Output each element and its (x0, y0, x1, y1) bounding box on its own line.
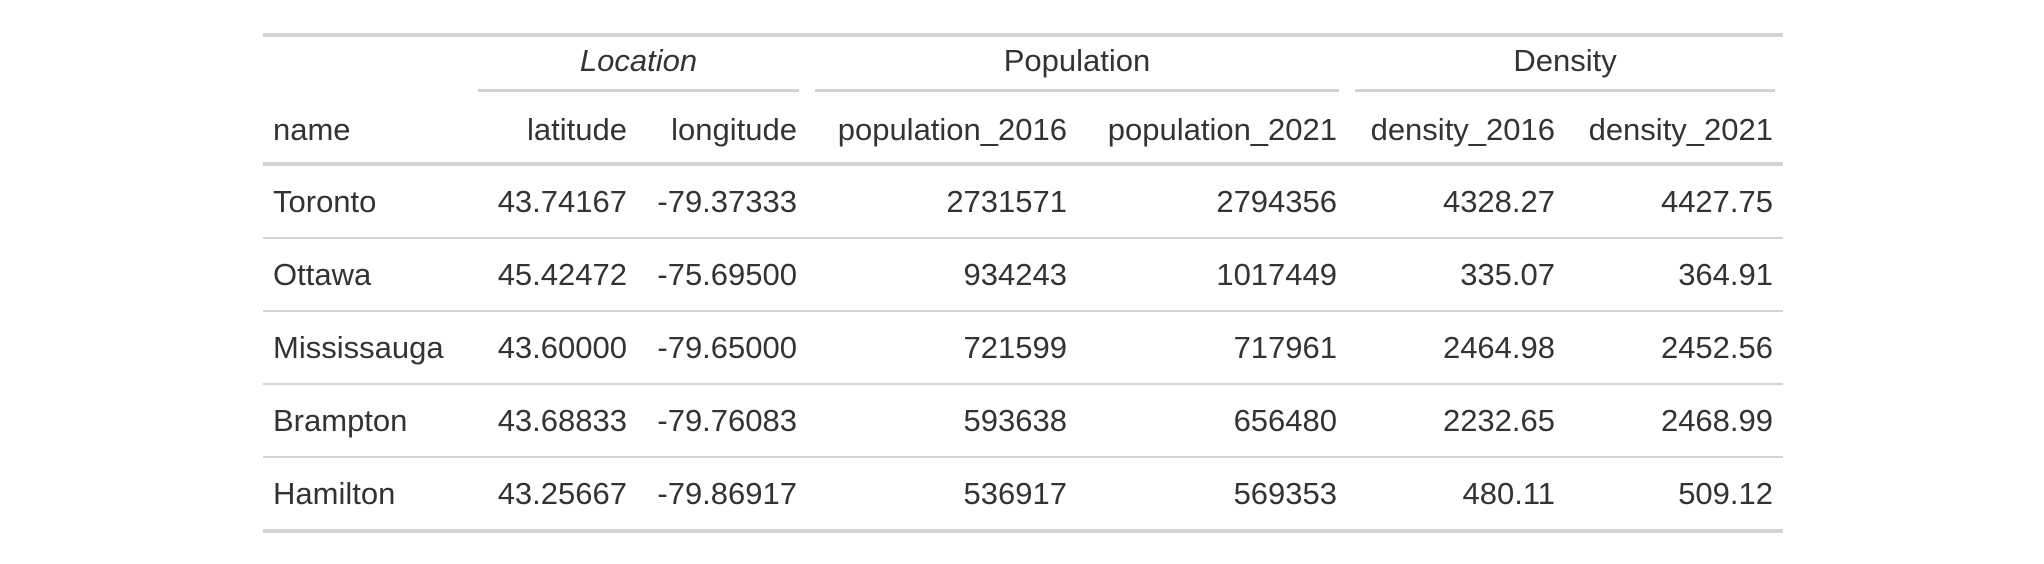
cell-name: Mississauga (263, 311, 470, 385)
table-header: Location Population Density name latitud… (263, 33, 1784, 166)
col-header-population-2016: population_2016 (807, 98, 1077, 166)
cell-latitude: 43.25667 (470, 457, 637, 533)
cell-density-2021: 4427.75 (1565, 164, 1784, 239)
cell-density-2021: 364.91 (1565, 238, 1784, 312)
cell-density-2016: 2464.98 (1347, 311, 1566, 385)
cell-name: Brampton (263, 384, 470, 458)
cell-population-2016: 721599 (807, 311, 1077, 385)
cell-density-2016: 480.11 (1347, 457, 1566, 533)
spanner-empty (263, 33, 470, 98)
col-header-population-2021: population_2021 (1077, 98, 1348, 166)
cell-population-2016: 593638 (807, 384, 1077, 458)
table-row: Mississauga 43.60000 -79.65000 721599 71… (263, 311, 1784, 385)
cell-longitude: -79.65000 (637, 311, 807, 385)
cell-population-2021: 656480 (1077, 384, 1348, 458)
col-header-density-2016: density_2016 (1347, 98, 1566, 166)
cell-density-2021: 509.12 (1565, 457, 1784, 533)
spanner-location-label: Location (478, 43, 799, 92)
cell-density-2016: 4328.27 (1347, 164, 1566, 239)
cell-name: Ottawa (263, 238, 470, 312)
cell-name: Hamilton (263, 457, 470, 533)
cell-latitude: 45.42472 (470, 238, 637, 312)
data-table: Location Population Density name latitud… (263, 33, 1784, 533)
spanner-population-label: Population (815, 43, 1340, 92)
table-row: Ottawa 45.42472 -75.69500 934243 1017449… (263, 238, 1784, 312)
spanner-row: Location Population Density (263, 33, 1784, 98)
spanner-density-label: Density (1355, 43, 1776, 92)
col-header-latitude: latitude (470, 98, 637, 166)
cell-population-2016: 536917 (807, 457, 1077, 533)
col-header-name: name (263, 98, 470, 166)
table-row: Hamilton 43.25667 -79.86917 536917 56935… (263, 457, 1784, 533)
cell-population-2016: 934243 (807, 238, 1077, 312)
spanner-population: Population (807, 33, 1348, 98)
spanner-density: Density (1347, 33, 1784, 98)
cell-population-2021: 717961 (1077, 311, 1348, 385)
cell-longitude: -79.37333 (637, 164, 807, 239)
cell-longitude: -75.69500 (637, 238, 807, 312)
table-row: Brampton 43.68833 -79.76083 593638 65648… (263, 384, 1784, 458)
cell-population-2021: 569353 (1077, 457, 1348, 533)
cell-density-2016: 2232.65 (1347, 384, 1566, 458)
cell-population-2021: 1017449 (1077, 238, 1348, 312)
data-table-container: Location Population Density name latitud… (263, 33, 1784, 533)
cell-population-2016: 2731571 (807, 164, 1077, 239)
cell-latitude: 43.68833 (470, 384, 637, 458)
cell-longitude: -79.86917 (637, 457, 807, 533)
column-header-row: name latitude longitude population_2016 … (263, 98, 1784, 166)
table-row: Toronto 43.74167 -79.37333 2731571 27943… (263, 164, 1784, 239)
cell-density-2021: 2468.99 (1565, 384, 1784, 458)
col-header-density-2021: density_2021 (1565, 98, 1784, 166)
spanner-location: Location (470, 33, 807, 98)
col-header-longitude: longitude (637, 98, 807, 166)
cell-population-2021: 2794356 (1077, 164, 1348, 239)
table-body: Toronto 43.74167 -79.37333 2731571 27943… (263, 164, 1784, 533)
cell-name: Toronto (263, 164, 470, 239)
cell-latitude: 43.60000 (470, 311, 637, 385)
cell-density-2016: 335.07 (1347, 238, 1566, 312)
cell-latitude: 43.74167 (470, 164, 637, 239)
cell-density-2021: 2452.56 (1565, 311, 1784, 385)
cell-longitude: -79.76083 (637, 384, 807, 458)
